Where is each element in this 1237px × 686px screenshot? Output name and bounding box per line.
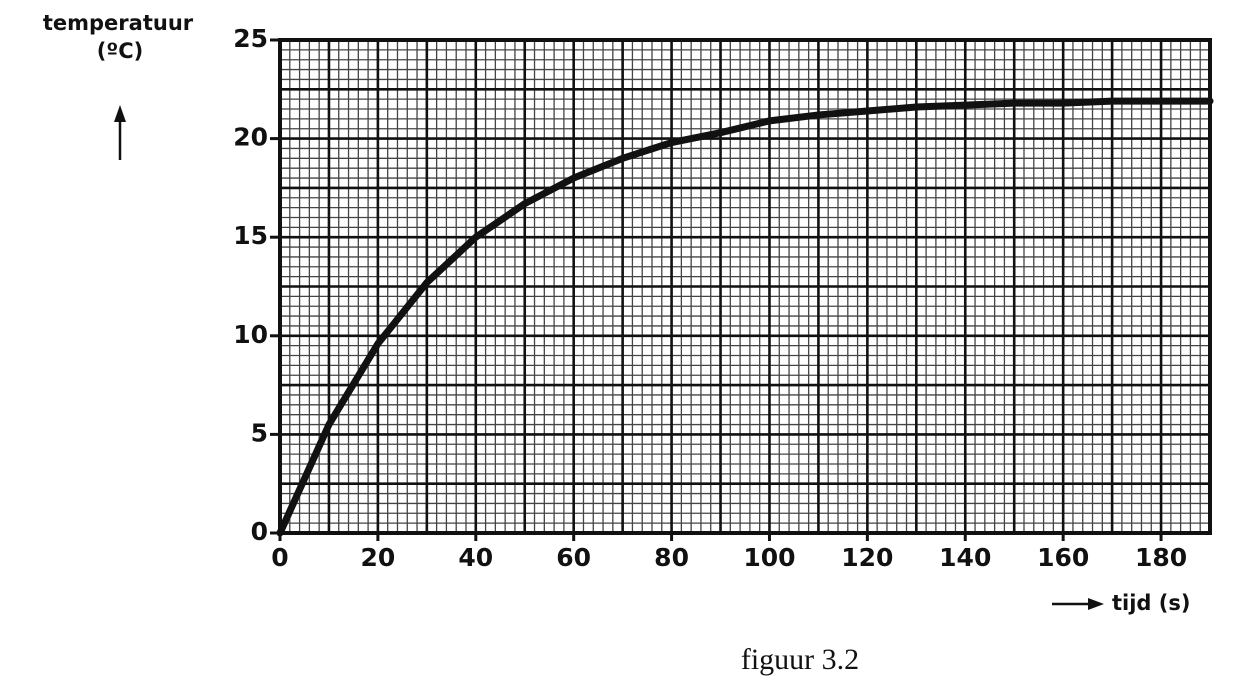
x-tick-label: 160 <box>1037 543 1089 572</box>
x-tick-label: 100 <box>743 543 795 572</box>
x-arrow <box>1052 598 1104 610</box>
y-tick-label: 25 <box>233 24 268 53</box>
x-tick-label: 120 <box>841 543 893 572</box>
plot-frame <box>278 38 1212 535</box>
x-tick-label: 0 <box>271 543 288 572</box>
y-arrow <box>114 105 126 160</box>
x-tick-label: 20 <box>360 543 395 572</box>
y-tick-label: 0 <box>251 517 268 546</box>
y-axis-unit: (ºC) <box>97 39 143 63</box>
x-tick-label: 60 <box>556 543 591 572</box>
y-tick-label: 20 <box>233 123 268 152</box>
x-tick-label: 140 <box>939 543 991 572</box>
y-tick-label: 15 <box>233 221 268 250</box>
x-axis-label: tijd (s) <box>1112 591 1190 615</box>
x-tick-label: 180 <box>1135 543 1187 572</box>
x-tick-label: 40 <box>458 543 493 572</box>
y-tick-label: 5 <box>251 418 268 447</box>
y-tick-label: 10 <box>233 320 268 349</box>
caption: figuur 3.2 <box>741 643 859 676</box>
data-line <box>276 97 1214 537</box>
x-tick-label: 80 <box>654 543 689 572</box>
y-axis-label: temperatuur <box>43 11 194 35</box>
